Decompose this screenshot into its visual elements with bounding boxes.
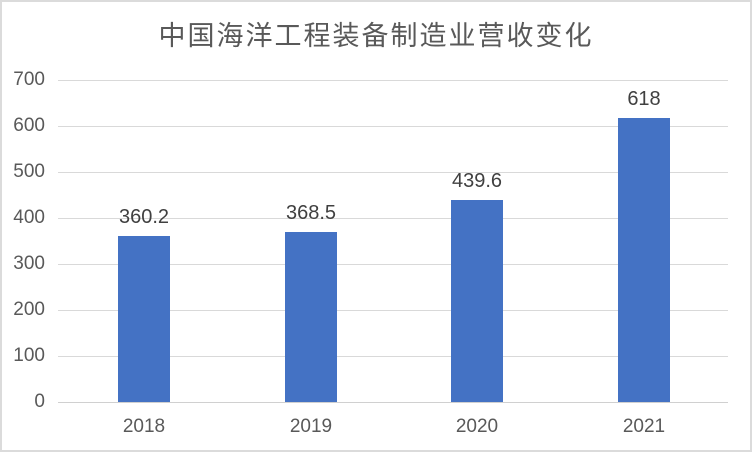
- x-tick-label: 2021: [622, 416, 666, 437]
- y-tick-label: 500: [13, 161, 45, 182]
- y-tick-label: 100: [13, 345, 45, 366]
- gridline: [58, 172, 728, 173]
- gridline: [58, 356, 728, 357]
- y-tick-label: 0: [34, 391, 45, 412]
- gridline: [58, 80, 728, 81]
- gridline: [58, 264, 728, 265]
- gridline: [58, 310, 728, 311]
- bar-value-label: 360.2: [118, 206, 170, 228]
- y-tick-label: 300: [13, 253, 45, 274]
- x-tick-label: 2019: [289, 416, 333, 437]
- x-tick-label: 2020: [455, 416, 499, 437]
- bar: [118, 236, 170, 402]
- x-axis-line: [58, 402, 728, 403]
- y-tick-label: 400: [13, 207, 45, 228]
- y-tick-label: 700: [13, 69, 45, 90]
- bar: [285, 232, 337, 402]
- y-tick-label: 600: [13, 115, 45, 136]
- y-tick-label: 200: [13, 299, 45, 320]
- bar-value-label: 439.6: [451, 170, 503, 192]
- x-tick-label: 2018: [122, 416, 166, 437]
- chart-title: 中国海洋工程装备制造业营收变化: [158, 21, 594, 51]
- bar: [451, 200, 503, 402]
- bar-value-label: 618: [627, 88, 661, 110]
- gridline: [58, 218, 728, 219]
- bar-value-label: 368.5: [285, 202, 337, 224]
- bar: [618, 118, 670, 402]
- gridline: [58, 126, 728, 127]
